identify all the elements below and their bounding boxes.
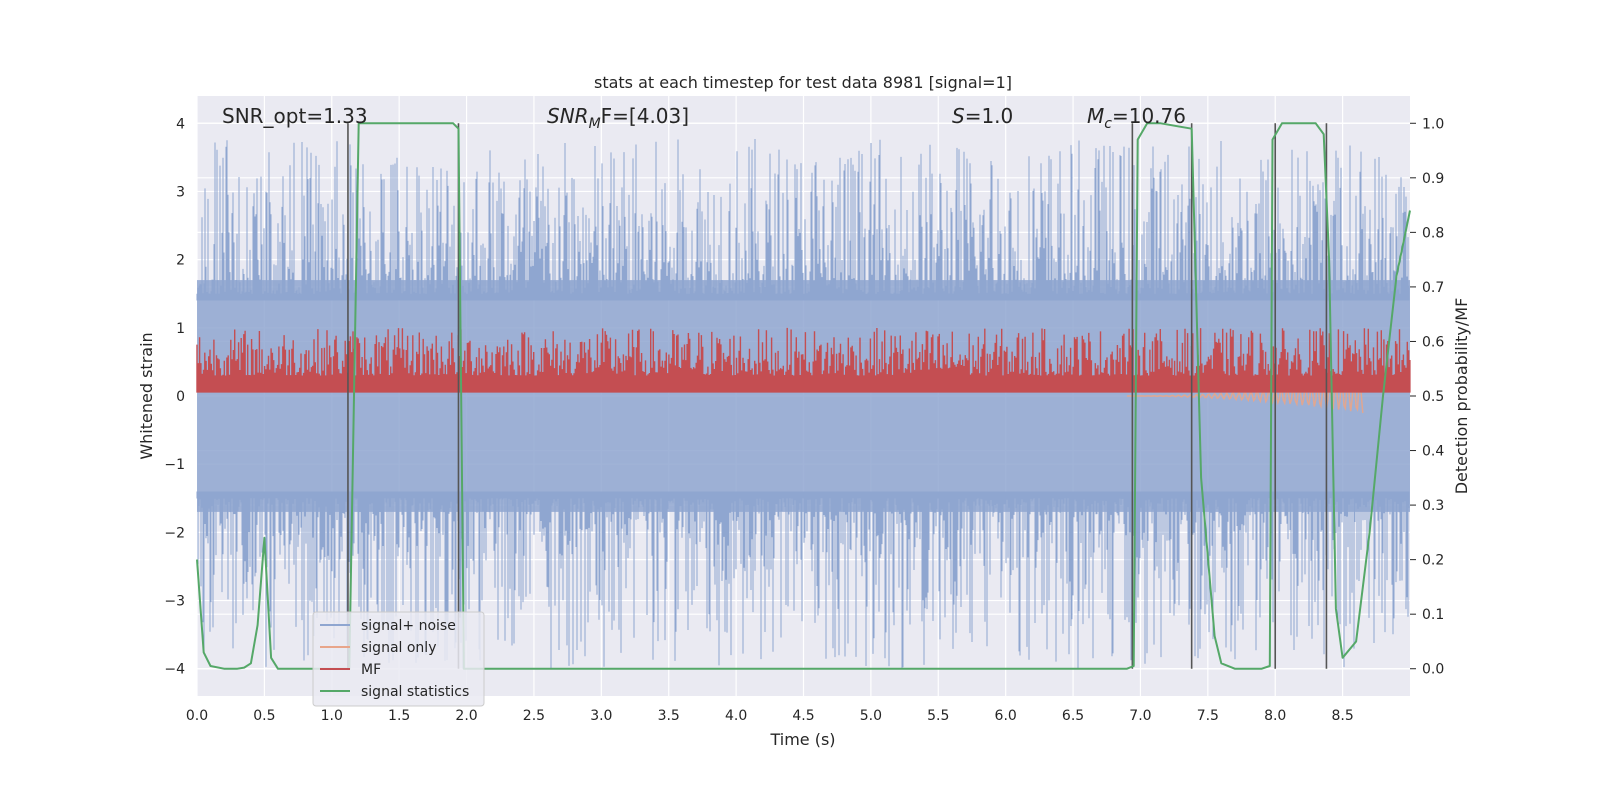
y-tick-label: −1 [164,457,185,473]
x-tick-label: 6.0 [995,708,1017,724]
y-tick-label: 3 [176,184,185,200]
x-tick-label: 4.5 [792,708,814,724]
y-right-tick-label: 0.5 [1422,389,1444,405]
mc-rest: =10.76 [1112,104,1186,128]
y-tick-label: 2 [176,253,185,269]
snr-mf-main: SNR [547,104,589,128]
y-right-axis-label: Detection probability/MF [1452,298,1471,495]
x-tick-label: 7.5 [1197,708,1219,724]
y-right-tick-label: 0.8 [1422,225,1444,241]
s-main: S [952,104,965,128]
x-tick-label: 2.5 [523,708,545,724]
x-tick-label: 4.0 [725,708,747,724]
y-tick-label: 0 [176,389,185,405]
y-right-tick-label: 0.7 [1422,280,1444,296]
y-right-tick-label: 0.2 [1422,553,1444,569]
snr-opt-annotation: SNR_opt=1.33 [222,104,368,128]
chart-title: stats at each timestep for test data 898… [594,73,1012,92]
y-right-tick-label: 1.0 [1422,116,1444,132]
s-annotation: S=1.0 [952,104,1013,128]
y-right-tick-label: 0.0 [1422,662,1444,678]
x-tick-label: 5.5 [927,708,949,724]
y-right-tick-label: 0.6 [1422,334,1444,350]
x-tick-label: 2.0 [455,708,477,724]
x-tick-label: 3.0 [590,708,612,724]
y-tick-label: −3 [164,594,185,610]
legend-label-signal: signal only [361,640,436,656]
stats-layer [196,122,1411,670]
x-tick-label: 7.0 [1129,708,1151,724]
y-tick-label: 1 [176,321,185,337]
legend-box [312,611,485,707]
legend-label-mf: MF [361,662,381,678]
x-tick-label: 1.0 [321,708,343,724]
y-right-tick-label: 0.1 [1422,607,1444,623]
x-tick-label: 8.5 [1331,708,1353,724]
x-tick-label: 1.5 [388,708,410,724]
signal-statistics-line [196,122,1411,670]
x-tick-label: 0.0 [186,708,208,724]
legend: signal+ noise signal only MF signal stat… [312,611,485,707]
data-layer [196,139,1411,669]
x-tick-label: 8.0 [1264,708,1286,724]
x-tick-label: 6.5 [1062,708,1084,724]
y-axis-label: Whitened strain [137,332,156,459]
x-axis-label: Time (s) [769,730,835,749]
x-tick-label: 3.5 [658,708,680,724]
y-tick-label: 4 [176,116,185,132]
s-rest: =1.0 [965,104,1014,128]
snr-mf-sub: M [589,116,601,132]
y-right-tick-label: 0.3 [1422,498,1444,514]
mc-annotation: Mc=10.76 [1087,104,1186,132]
mc-sub: c [1104,116,1112,132]
legend-label-stats: signal statistics [361,684,469,700]
y-right-tick-label: 0.4 [1422,444,1444,460]
x-tick-label: 0.5 [253,708,275,724]
y-tick-label: −4 [164,662,185,678]
y-tick-label: −2 [164,525,185,541]
snr-mf-rest: F=[4.03] [601,104,689,128]
x-tick-label: 5.0 [860,708,882,724]
snr-mf-annotation: SNRMF=[4.03] [547,104,689,132]
mc-main: M [1087,104,1104,128]
tick-labels: 0.0 0.5 1.0 1.5 2.0 2.5 3.0 3.5 4.0 4.5 5.0 5.5 6.0 6… [164,116,1444,724]
y-right-tick-label: 0.9 [1422,171,1444,187]
legend-label-noise: signal+ noise [361,618,456,634]
